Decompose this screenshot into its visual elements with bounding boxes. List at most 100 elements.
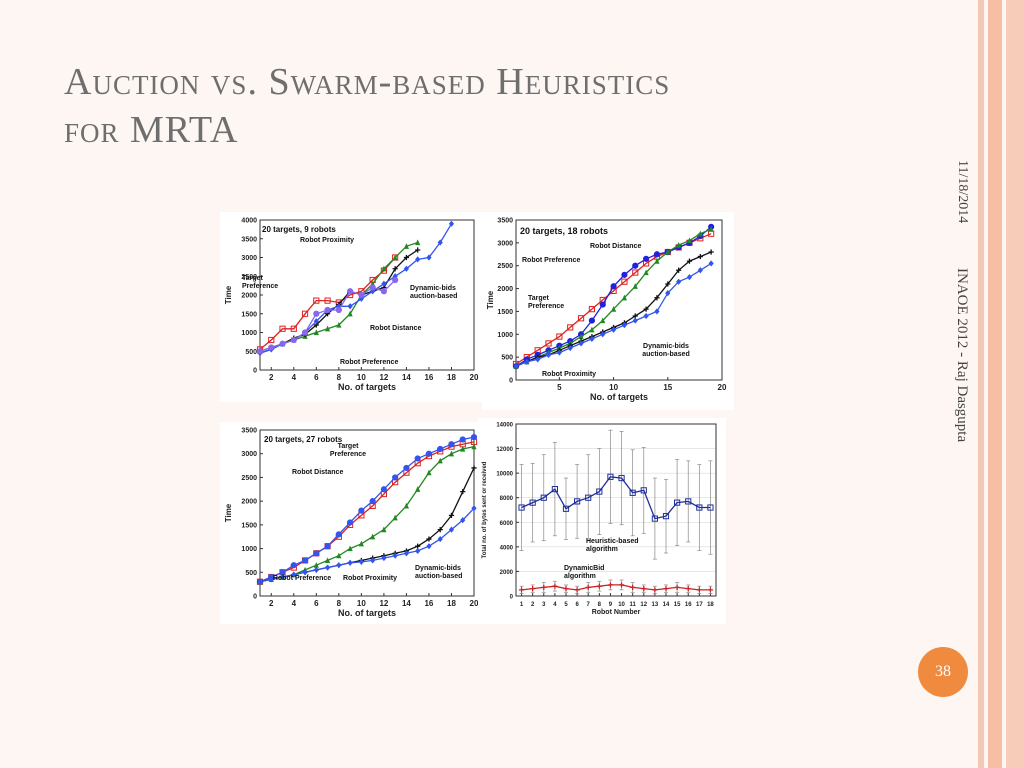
data-point — [324, 557, 331, 564]
x-tick-label: 6 — [314, 373, 319, 382]
data-point — [301, 329, 309, 336]
data-point — [589, 326, 595, 333]
data-point — [588, 317, 595, 324]
data-point — [578, 333, 584, 340]
data-point — [347, 288, 354, 295]
x-tick-label: 16 — [685, 602, 692, 608]
y-tick-label: 8000 — [500, 496, 514, 502]
annotation-label: Robot Distance — [590, 243, 641, 250]
x-tick-label: 10 — [357, 599, 366, 608]
data-point — [358, 291, 365, 299]
data-point — [686, 237, 693, 244]
annotation-line: auction-based — [642, 351, 689, 358]
data-point — [347, 303, 353, 310]
data-point — [392, 276, 399, 284]
annotation-label: Target Preference — [528, 295, 564, 310]
data-point — [707, 587, 714, 593]
data-point — [556, 333, 563, 340]
data-point — [415, 256, 421, 263]
data-point — [426, 469, 432, 476]
annotation-label: Robot Preference — [522, 257, 580, 264]
annotation-label: Robot Preference — [340, 359, 398, 366]
chart-title: 20 targets, 18 robots — [520, 226, 608, 236]
series-robot-preference — [256, 276, 399, 355]
data-point — [324, 543, 331, 550]
x-tick-label: 5 — [557, 383, 562, 392]
data-point — [380, 486, 387, 493]
annotation-label: Robot Proximity — [343, 575, 397, 582]
plot-frame — [259, 429, 475, 597]
chart-title: 20 targets, 27 robots — [264, 435, 343, 444]
annotation-label: Target Preference — [242, 275, 278, 290]
data-point — [653, 251, 661, 258]
y-tick-label: 3000 — [241, 451, 257, 458]
data-point — [662, 513, 670, 520]
data-point — [518, 504, 525, 511]
data-point — [632, 262, 639, 269]
data-point — [369, 284, 376, 291]
data-point — [403, 265, 410, 272]
data-point — [460, 489, 466, 495]
y-tick-label: 10000 — [496, 472, 513, 478]
annotation-label: Robot Proximity — [300, 237, 354, 244]
y-tick-label: 3500 — [497, 218, 513, 225]
y-tick-label: 2500 — [241, 274, 257, 281]
y-tick-label: 0 — [253, 594, 257, 601]
x-tick-label: 12 — [640, 602, 647, 608]
chart-title: 20 targets, 9 robots — [262, 225, 336, 234]
title-line-2: for MRTA — [64, 109, 239, 151]
annotation-line: Target — [528, 295, 550, 302]
annotation-line: algorithm — [564, 573, 596, 580]
data-point — [403, 243, 410, 249]
data-point — [567, 344, 573, 352]
chart-27-robots: 2 4 6 8 10 12 14 16 18 20 0 500 1000 1500 2000 2500 3000… — [220, 422, 482, 624]
y-tick-label: 2000 — [500, 570, 514, 576]
data-point — [313, 562, 319, 568]
data-point — [268, 344, 275, 351]
data-point — [290, 325, 297, 332]
y-axis-label: Time — [224, 503, 233, 522]
series-line — [259, 249, 419, 354]
x-tick-label: 1 — [520, 602, 524, 608]
data-point — [437, 527, 443, 533]
x-tick-label: 8 — [598, 602, 602, 608]
data-point — [545, 340, 552, 347]
data-point — [674, 584, 680, 590]
data-point — [358, 558, 364, 565]
x-tick-label: 17 — [696, 602, 703, 608]
x-axis-label: No. of targets — [338, 382, 396, 392]
data-point — [588, 306, 595, 313]
data-point — [381, 526, 387, 533]
data-point — [651, 515, 658, 522]
x-tick-label: 14 — [663, 602, 670, 608]
x-tick-label: 4 — [553, 602, 557, 608]
series-target-preference — [256, 438, 478, 585]
data-point — [403, 254, 410, 261]
data-point — [415, 247, 421, 253]
data-point — [552, 583, 558, 589]
y-tick-label: 1500 — [241, 311, 257, 318]
data-point — [279, 340, 286, 347]
data-point — [257, 578, 263, 585]
y-tick-label: 1500 — [497, 309, 513, 316]
data-point — [448, 220, 455, 227]
data-point — [632, 269, 639, 276]
data-point — [696, 504, 703, 511]
annotation-line: Target — [338, 443, 360, 450]
data-point — [347, 519, 354, 526]
x-tick-label: 18 — [707, 602, 714, 608]
y-tick-label: 4000 — [500, 545, 514, 551]
data-point — [471, 465, 477, 471]
data-point — [708, 226, 714, 232]
annotation-line: auction-based — [415, 573, 462, 580]
data-point — [577, 315, 585, 322]
x-tick-label: 9 — [609, 602, 613, 608]
data-point — [392, 552, 398, 559]
data-point — [708, 249, 714, 255]
data-point — [268, 336, 275, 344]
data-point — [585, 584, 591, 590]
y-tick-label: 2000 — [241, 499, 257, 506]
data-point — [607, 473, 614, 480]
data-point — [686, 258, 693, 264]
data-point — [585, 494, 592, 501]
